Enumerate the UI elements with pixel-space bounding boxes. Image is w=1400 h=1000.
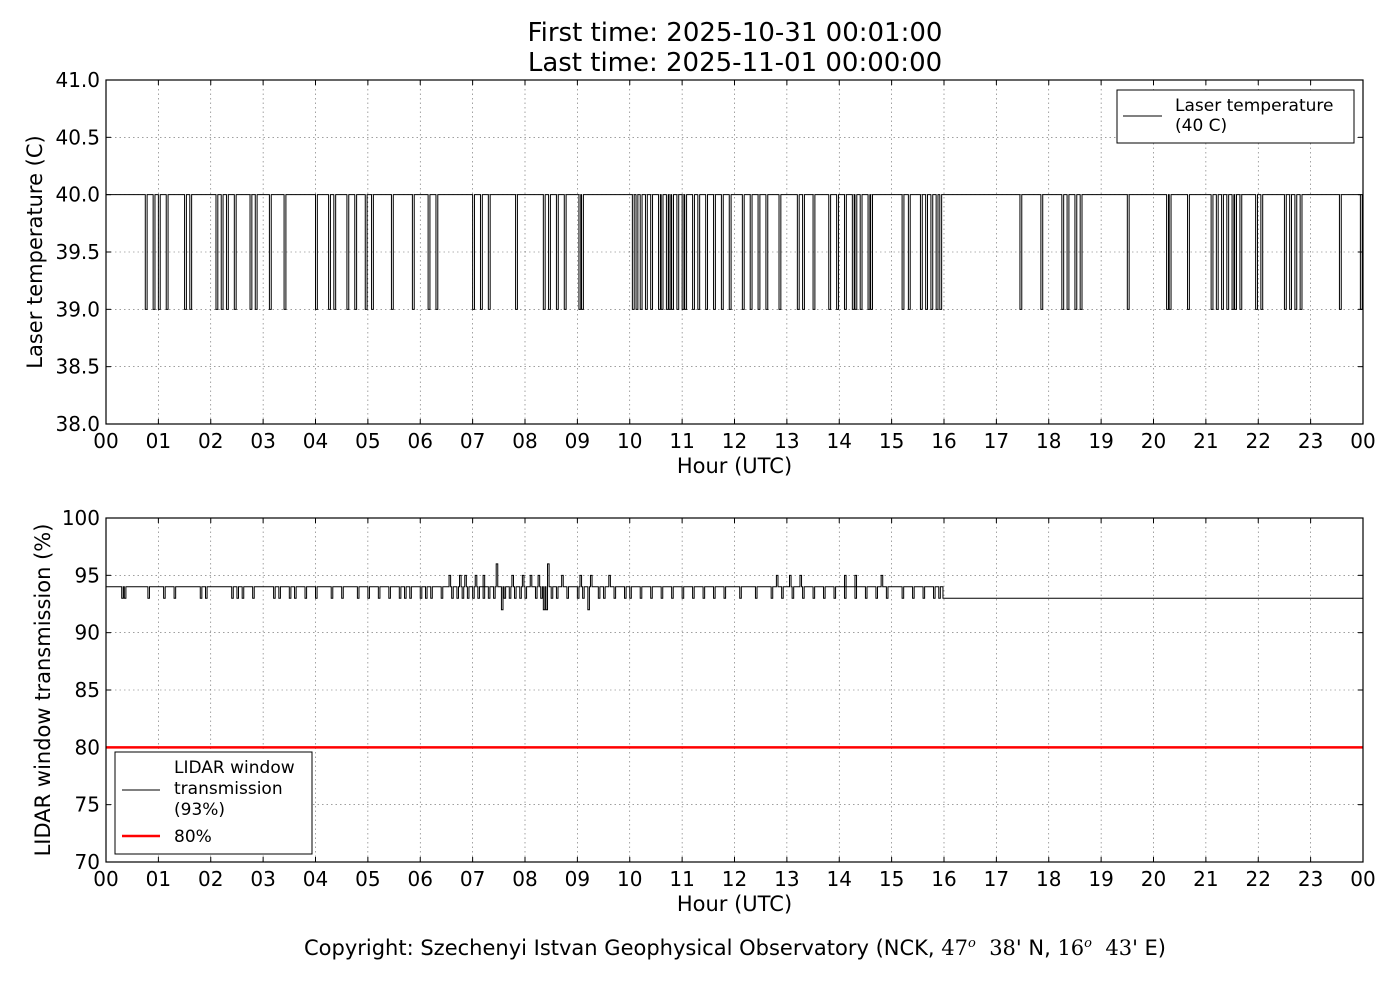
y-tick-label: 90 [75, 621, 100, 645]
x-tick-label: 00 [93, 867, 118, 891]
y-tick-label: 38.5 [55, 355, 100, 379]
x-tick-label: 16 [931, 429, 956, 453]
x-tick-label: 00 [93, 429, 118, 453]
x-tick-label: 11 [669, 867, 694, 891]
plot-frame [105, 79, 1364, 425]
legend-label-80: 80% [174, 827, 212, 847]
x-tick-label: 01 [146, 429, 171, 453]
y-tick-label: 95 [75, 563, 100, 587]
y-axis-label: LIDAR window transmission (%) [31, 524, 55, 857]
longitude-minutes: 43 [1105, 936, 1133, 960]
latitude-suffix: ' N, [1015, 936, 1058, 960]
x-tick-label: 13 [774, 429, 799, 453]
x-tick-label: 12 [722, 429, 747, 453]
x-tick-label: 08 [512, 867, 537, 891]
y-tick-label: 40.5 [55, 125, 100, 149]
y-tick-label: 39.5 [55, 240, 100, 264]
y-tick-label: 39.0 [55, 297, 100, 321]
x-tick-label: 20 [1141, 429, 1166, 453]
x-tick-label: 09 [565, 867, 590, 891]
x-tick-label: 00 [1350, 429, 1375, 453]
x-axis-label: Hour (UTC) [677, 892, 792, 916]
x-tick-label: 06 [408, 429, 433, 453]
legend-label-laser: Laser temperature [1175, 96, 1333, 116]
x-tick-label: 07 [460, 867, 485, 891]
x-tick-label: 11 [669, 429, 694, 453]
x-tick-label: 02 [198, 867, 223, 891]
x-tick-label: 02 [198, 429, 223, 453]
latitude-minutes: 38 [989, 936, 1016, 960]
x-tick-label: 16 [931, 867, 956, 891]
x-tick-label: 00 [1350, 867, 1375, 891]
x-tick-label: 10 [617, 429, 642, 453]
legend-label-lidar: transmission [174, 779, 283, 799]
y-tick-label: 80 [75, 735, 100, 759]
x-tick-label: 15 [879, 429, 904, 453]
plot-frame [105, 517, 1364, 863]
x-tick-label: 20 [1141, 867, 1166, 891]
y-axis-label: Laser temperature (C) [23, 135, 47, 368]
x-tick-label: 14 [827, 867, 852, 891]
x-tick-label: 19 [1088, 429, 1113, 453]
x-tick-label: 04 [303, 429, 328, 453]
x-tick-label: 10 [617, 867, 642, 891]
laser-temperature-line [106, 194, 1363, 310]
x-tick-label: 03 [250, 867, 275, 891]
x-tick-label: 07 [460, 429, 485, 453]
longitude-degrees: 16 [1057, 936, 1085, 960]
x-tick-label: 22 [1246, 867, 1271, 891]
copyright-footer: Copyright: Szechenyi Istvan Geophysical … [0, 936, 1400, 960]
x-tick-label: 13 [774, 867, 799, 891]
y-tick-label: 75 [75, 793, 100, 817]
legend-label-lidar: LIDAR window [174, 758, 295, 778]
x-tick-label: 21 [1193, 429, 1218, 453]
legend-label-laser: (40 C) [1175, 116, 1227, 136]
x-axis-label: Hour (UTC) [677, 454, 792, 478]
x-tick-label: 23 [1298, 867, 1323, 891]
x-tick-label: 19 [1088, 867, 1113, 891]
first-time-title: First time: 2025-10-31 00:01:00 [527, 18, 943, 48]
copyright-prefix: Copyright: Szechenyi Istvan Geophysical … [303, 936, 942, 960]
x-tick-label: 17 [984, 867, 1009, 891]
y-tick-label: 38.0 [55, 412, 100, 436]
x-tick-label: 05 [355, 867, 380, 891]
y-tick-label: 70 [75, 850, 100, 874]
latitude-degrees: 47 [941, 936, 968, 960]
x-tick-label: 15 [879, 867, 904, 891]
x-tick-label: 05 [355, 429, 380, 453]
x-tick-label: 06 [408, 867, 433, 891]
x-tick-label: 17 [984, 429, 1009, 453]
x-tick-label: 21 [1193, 867, 1218, 891]
legend-label-lidar: (93%) [174, 800, 225, 820]
x-tick-label: 03 [250, 429, 275, 453]
y-tick-label: 100 [62, 506, 100, 530]
legend-box [114, 751, 313, 855]
longitude-suffix: ' E) [1132, 936, 1167, 960]
x-tick-label: 08 [512, 429, 537, 453]
longitude-degree-symbol: o [1084, 936, 1092, 951]
last-time-title: Last time: 2025-11-01 00:00:00 [527, 48, 943, 78]
x-tick-label: 04 [303, 867, 328, 891]
x-tick-label: 23 [1298, 429, 1323, 453]
y-tick-label: 40.0 [55, 183, 100, 207]
x-tick-label: 18 [1036, 867, 1061, 891]
x-tick-label: 14 [827, 429, 852, 453]
x-tick-label: 01 [146, 867, 171, 891]
lidar-transmission-line [106, 563, 1363, 611]
x-tick-label: 18 [1036, 429, 1061, 453]
y-tick-label: 41.0 [55, 68, 100, 92]
latitude-degree-symbol: o [968, 936, 976, 951]
y-tick-label: 85 [75, 678, 100, 702]
x-tick-label: 12 [722, 867, 747, 891]
x-tick-label: 22 [1246, 429, 1271, 453]
x-tick-label: 09 [565, 429, 590, 453]
